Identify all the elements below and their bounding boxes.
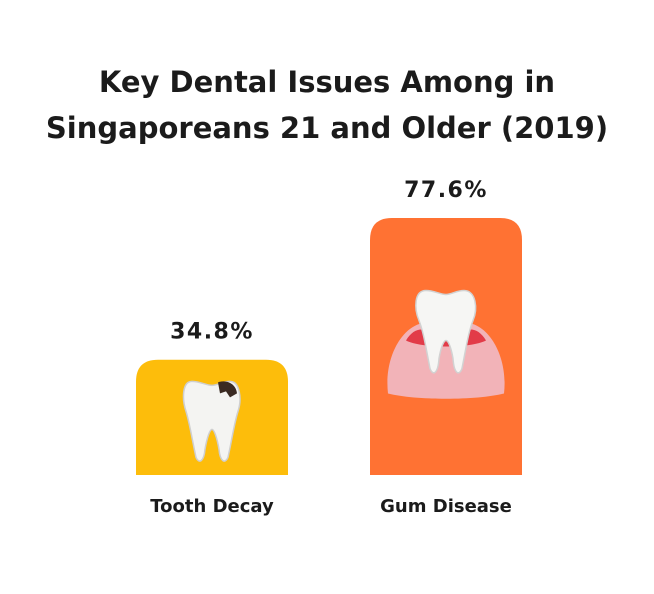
tooth-cavity [218,381,237,398]
value-label: 34.8% [170,320,254,345]
x-tick-label: Tooth Decay [150,496,274,517]
tooth-icon [182,380,241,462]
gum-icon [387,289,505,399]
x-tick-label: Gum Disease [380,496,512,517]
chart-title: Singaporeans 21 and Older (2019) [46,111,608,145]
tooth-shape [415,289,477,374]
chart-title: Key Dental Issues Among in [99,65,555,99]
value-label: 77.6% [404,178,488,203]
